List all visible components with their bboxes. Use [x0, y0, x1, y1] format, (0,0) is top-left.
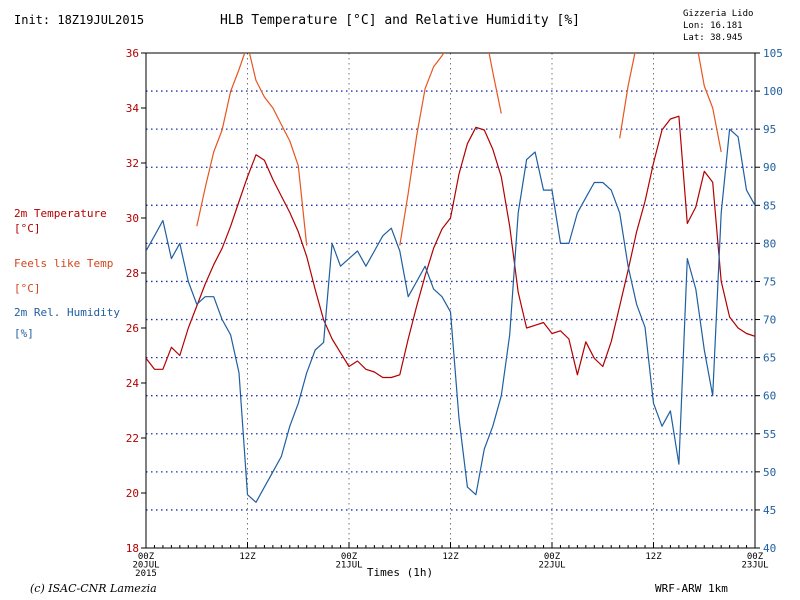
legend-humidity: 2m Rel. Humidity [%] — [14, 305, 120, 341]
right-tick-label: 85 — [763, 199, 776, 212]
right-tick-label: 60 — [763, 390, 776, 403]
x-tick-label: 20JUL — [132, 561, 159, 571]
legend-humidity-unit: [%] — [14, 327, 34, 340]
right-tick-label: 100 — [763, 85, 783, 98]
x-tick-label: 00Z — [341, 552, 358, 562]
left-tick-label: 30 — [126, 212, 139, 225]
init-time: Init: 18Z19JUL2015 — [14, 13, 145, 27]
left-tick-label: 36 — [126, 47, 139, 60]
left-tick-label: 26 — [126, 322, 139, 335]
x-axis-label: Times (1h) — [366, 566, 434, 579]
left-tick-label: 32 — [126, 157, 139, 170]
x-tick-label: 21JUL — [335, 561, 362, 571]
legend-feels-like-unit: [°C] — [14, 282, 41, 295]
x-tick-label: 22JUL — [538, 561, 565, 571]
site-lat: Lat: 38.945 — [683, 33, 743, 43]
right-tick-label: 45 — [763, 504, 776, 517]
right-tick-label: 80 — [763, 237, 776, 250]
left-tick-label: 20 — [126, 487, 139, 500]
left-tick-label: 34 — [126, 102, 140, 115]
right-tick-label: 50 — [763, 466, 776, 479]
copyright: (c) ISAC-CNR Lamezia — [30, 582, 157, 595]
right-tick-label: 65 — [763, 352, 776, 365]
legend-temperature: 2m Temperature [°C] — [14, 206, 107, 236]
x-tick-label: 00Z — [747, 552, 764, 562]
left-tick-label: 28 — [126, 267, 139, 280]
x-tick-label: 2015 — [135, 569, 157, 579]
x-tick-label: 12Z — [645, 552, 662, 562]
x-tick-label: 23JUL — [741, 561, 768, 571]
right-tick-label: 105 — [763, 47, 783, 60]
legend-temperature-name: 2m Temperature — [14, 207, 107, 220]
site-lon: Lon: 16.181 — [683, 21, 743, 31]
left-tick-label: 22 — [126, 432, 139, 445]
x-tick-label: 00Z — [138, 552, 155, 562]
right-tick-label: 70 — [763, 314, 776, 327]
left-tick-label: 18 — [126, 542, 139, 555]
x-tick-label: 12Z — [239, 552, 256, 562]
legend-temperature-unit: [°C] — [14, 222, 41, 235]
series-line-feels-like-temp — [697, 53, 722, 153]
series-line-feels-like-temp — [619, 53, 636, 139]
series-line-2m-rel-humidity — [146, 128, 755, 503]
legend-feels-like: Feels like Temp [°C] — [14, 256, 113, 296]
left-tick-label: 24 — [126, 377, 140, 390]
chart-title: HLB Temperature [°C] and Relative Humidi… — [219, 13, 581, 28]
right-tick-label: 40 — [763, 542, 776, 555]
site-info: Gizzeria Lido Lon: 16.181 Lat: 38.945 — [683, 8, 753, 44]
right-tick-label: 75 — [763, 275, 776, 288]
site-name: Gizzeria Lido — [683, 9, 754, 19]
right-tick-label: 90 — [763, 161, 776, 174]
right-tick-label: 55 — [763, 428, 776, 441]
legend-feels-like-name: Feels like Temp — [14, 257, 114, 270]
series-line-feels-like-temp — [196, 53, 308, 246]
model-name: WRF-ARW 1km — [655, 582, 728, 595]
series-line-2m-temperature — [146, 115, 755, 379]
x-tick-label: 00Z — [544, 552, 561, 562]
legend-humidity-name: 2m Rel. Humidity — [14, 306, 120, 319]
x-tick-label: 12Z — [442, 552, 459, 562]
series-line-feels-like-temp — [399, 53, 502, 246]
right-tick-label: 95 — [763, 123, 776, 136]
